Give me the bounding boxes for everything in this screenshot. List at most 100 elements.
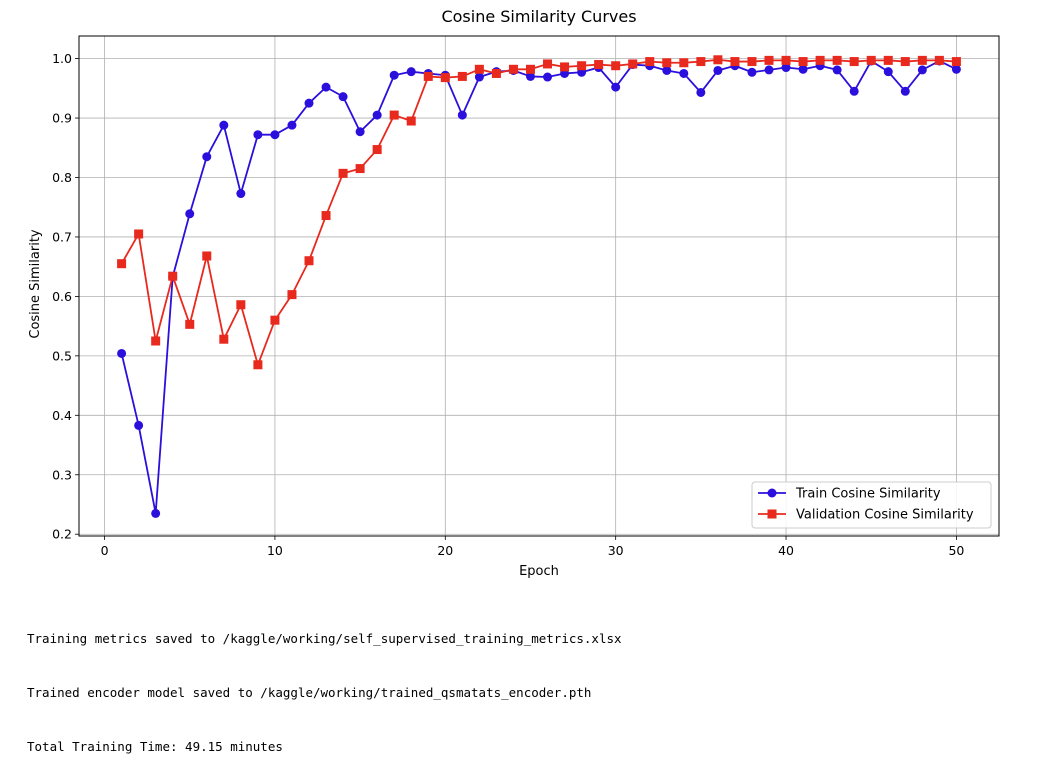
x-tick-label: 40	[778, 543, 794, 558]
data-point	[849, 86, 859, 96]
data-point	[321, 82, 331, 92]
data-point	[900, 86, 910, 96]
data-point	[253, 130, 263, 140]
data-point	[798, 64, 808, 74]
data-point	[764, 55, 774, 65]
data-point	[849, 57, 859, 67]
data-point	[389, 110, 399, 120]
y-tick-label: 0.9	[52, 111, 72, 126]
data-point	[679, 58, 689, 68]
data-point	[372, 110, 382, 120]
y-tick-label: 0.5	[52, 348, 72, 363]
legend-train-marker	[767, 488, 777, 498]
data-point	[236, 189, 246, 199]
chart-title: Cosine Similarity Curves	[441, 7, 636, 26]
data-point	[253, 360, 263, 370]
data-point	[679, 68, 689, 78]
y-tick-label: 0.2	[52, 527, 72, 542]
x-tick-label: 30	[608, 543, 624, 558]
data-point	[338, 168, 348, 178]
data-point	[577, 61, 587, 71]
data-point	[457, 110, 467, 120]
data-point	[611, 82, 621, 92]
data-point	[781, 63, 791, 73]
x-tick-label: 20	[437, 543, 453, 558]
x-axis-ticks: 0 10 20 30 40 50	[101, 536, 964, 558]
legend-box	[751, 481, 992, 529]
data-point	[236, 300, 246, 310]
legend-entry-validation: Validation Cosine Similarity	[758, 508, 974, 523]
x-tick-label: 10	[267, 543, 283, 558]
output-line-training-time: Total Training Time: 49.15 minutes	[27, 739, 283, 754]
data-point	[168, 271, 178, 281]
series-validation	[117, 55, 961, 370]
data-point	[713, 55, 723, 65]
data-point	[696, 57, 706, 67]
y-tick-label: 0.6	[52, 289, 72, 304]
data-point	[798, 57, 808, 67]
series-line	[120, 58, 957, 366]
data-point	[185, 209, 195, 219]
series-train	[117, 56, 961, 518]
data-point	[474, 72, 484, 82]
data-point	[423, 71, 433, 81]
output-line-model-saved: Trained encoder model saved to /kaggle/w…	[27, 685, 592, 700]
data-point	[287, 290, 297, 300]
data-point	[406, 116, 416, 126]
y-tick-label: 1.0	[52, 51, 72, 66]
data-series	[117, 55, 961, 518]
data-point	[355, 127, 365, 137]
data-point	[219, 334, 229, 344]
data-point	[594, 60, 604, 70]
data-point	[951, 64, 961, 74]
cosine-similarity-chart: Cosine Similarity Curves 0 10 20 30 40 50 0.2…	[28, 7, 1000, 579]
data-point	[713, 65, 723, 75]
data-point	[440, 73, 450, 83]
data-point	[662, 65, 672, 75]
y-tick-label: 0.7	[52, 229, 72, 244]
data-point	[134, 420, 144, 430]
data-point	[832, 55, 842, 65]
data-point	[560, 62, 570, 72]
data-point	[117, 348, 127, 358]
data-point	[525, 64, 535, 74]
legend-train-label: Train Cosine Similarity	[795, 487, 941, 502]
data-point	[406, 67, 416, 77]
data-point	[764, 65, 774, 75]
data-point	[491, 68, 501, 78]
data-point	[321, 211, 331, 221]
x-axis-label: Epoch	[519, 564, 559, 579]
plot-frame	[78, 35, 1000, 537]
y-tick-label: 0.4	[52, 408, 72, 423]
data-point	[389, 70, 399, 80]
output-line-metrics-saved: Training metrics saved to /kaggle/workin…	[27, 631, 622, 646]
data-point	[185, 319, 195, 329]
data-point	[883, 55, 893, 65]
data-point	[151, 336, 161, 346]
data-point	[934, 55, 944, 65]
legend-validation-marker	[767, 509, 777, 519]
data-point	[508, 64, 518, 74]
data-point	[730, 57, 740, 67]
data-point	[287, 120, 297, 130]
data-point	[457, 71, 467, 81]
data-point	[883, 67, 893, 77]
legend: Train Cosine Similarity Validation Cosin…	[751, 481, 992, 529]
data-point	[304, 256, 314, 266]
data-point	[815, 55, 825, 65]
data-point	[202, 251, 212, 261]
data-point	[781, 55, 791, 65]
data-point	[696, 87, 706, 97]
data-point	[270, 130, 280, 140]
data-point	[917, 65, 927, 75]
y-tick-label: 0.8	[52, 170, 72, 185]
data-point	[525, 71, 535, 81]
x-tick-label: 0	[101, 543, 109, 558]
data-point	[866, 55, 876, 65]
y-axis-ticks: 0.2 0.3 0.4 0.5 0.6 0.7 0.8 0.9 1.0	[52, 51, 79, 542]
x-tick-label: 50	[948, 543, 964, 558]
data-point	[151, 508, 161, 518]
data-point	[543, 59, 553, 69]
legend-entry-train: Train Cosine Similarity	[758, 487, 941, 502]
data-point	[270, 315, 280, 325]
